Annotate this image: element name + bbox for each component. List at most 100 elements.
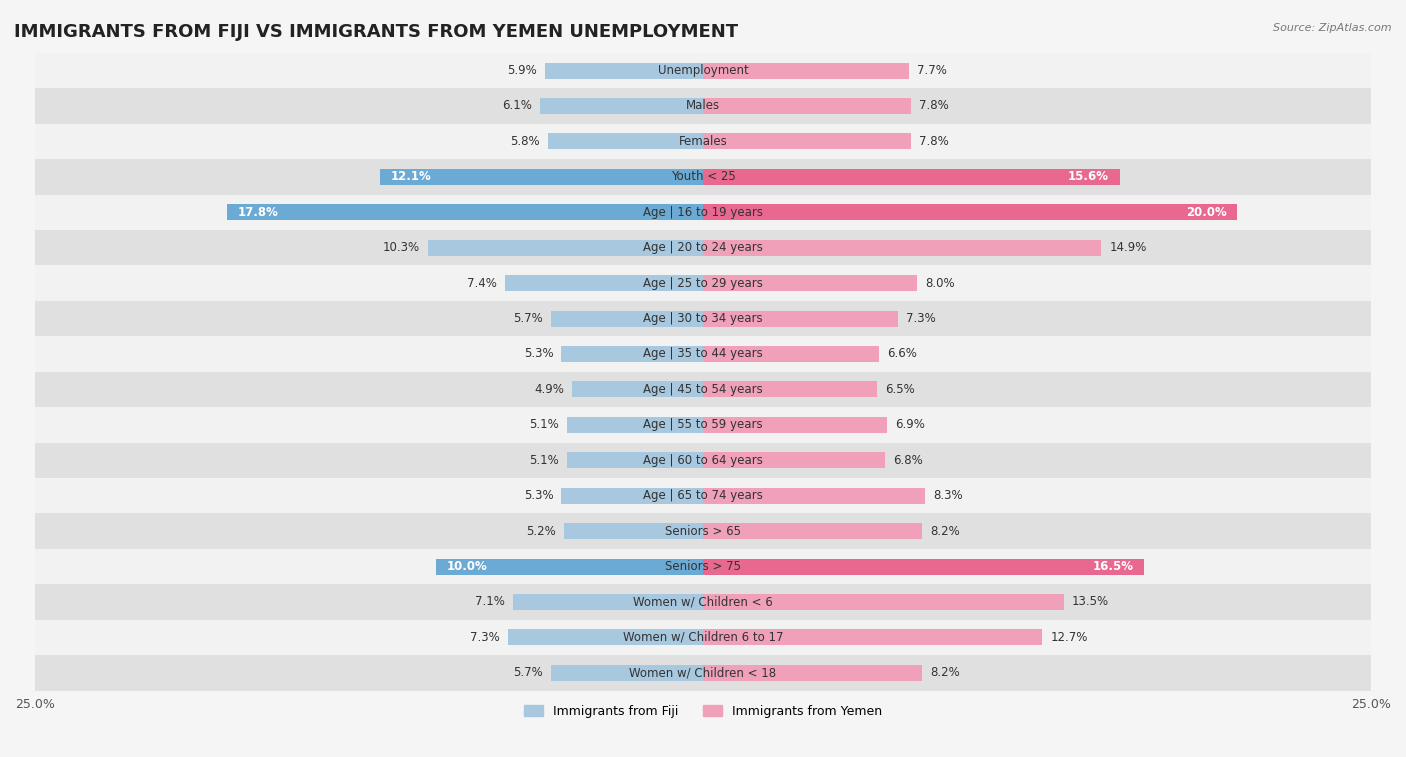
Text: 5.1%: 5.1% <box>529 453 558 467</box>
Text: Unemployment: Unemployment <box>658 64 748 77</box>
Bar <box>703 98 911 114</box>
Bar <box>567 453 703 469</box>
Bar <box>703 559 1144 575</box>
Bar <box>703 204 1237 220</box>
Text: 6.8%: 6.8% <box>893 453 922 467</box>
Bar <box>35 89 1371 123</box>
Bar <box>427 240 703 256</box>
Text: Age | 16 to 19 years: Age | 16 to 19 years <box>643 206 763 219</box>
Text: 10.3%: 10.3% <box>382 241 420 254</box>
Text: 5.8%: 5.8% <box>510 135 540 148</box>
Text: 10.0%: 10.0% <box>447 560 488 573</box>
Text: 15.6%: 15.6% <box>1069 170 1109 183</box>
Text: Age | 60 to 64 years: Age | 60 to 64 years <box>643 453 763 467</box>
Text: 5.3%: 5.3% <box>523 489 554 502</box>
Text: 5.7%: 5.7% <box>513 312 543 325</box>
Text: 12.1%: 12.1% <box>391 170 432 183</box>
Text: IMMIGRANTS FROM FIJI VS IMMIGRANTS FROM YEMEN UNEMPLOYMENT: IMMIGRANTS FROM FIJI VS IMMIGRANTS FROM … <box>14 23 738 41</box>
Bar <box>436 559 703 575</box>
Text: 8.2%: 8.2% <box>931 666 960 679</box>
Bar <box>35 620 1371 655</box>
Text: Age | 45 to 54 years: Age | 45 to 54 years <box>643 383 763 396</box>
Text: Women w/ Children < 6: Women w/ Children < 6 <box>633 596 773 609</box>
Text: 5.2%: 5.2% <box>526 525 555 537</box>
Bar <box>35 53 1371 89</box>
Bar <box>35 584 1371 620</box>
Text: 5.9%: 5.9% <box>508 64 537 77</box>
Text: Seniors > 65: Seniors > 65 <box>665 525 741 537</box>
Bar <box>35 159 1371 195</box>
Bar <box>35 336 1371 372</box>
Bar <box>703 275 917 291</box>
Text: 12.7%: 12.7% <box>1050 631 1088 644</box>
Legend: Immigrants from Fiji, Immigrants from Yemen: Immigrants from Fiji, Immigrants from Ye… <box>519 699 887 723</box>
Text: Source: ZipAtlas.com: Source: ZipAtlas.com <box>1274 23 1392 33</box>
Bar <box>548 133 703 149</box>
Bar <box>546 63 703 79</box>
Bar <box>703 417 887 433</box>
Bar <box>35 549 1371 584</box>
Bar <box>564 523 703 539</box>
Bar <box>228 204 703 220</box>
Bar <box>703 488 925 503</box>
Bar <box>35 195 1371 230</box>
Text: Women w/ Children < 18: Women w/ Children < 18 <box>630 666 776 679</box>
Bar <box>703 346 879 362</box>
Text: 7.8%: 7.8% <box>920 99 949 113</box>
Bar <box>35 266 1371 301</box>
Bar <box>35 301 1371 336</box>
Bar <box>35 478 1371 513</box>
Text: 20.0%: 20.0% <box>1187 206 1227 219</box>
Text: 17.8%: 17.8% <box>238 206 278 219</box>
Text: 7.8%: 7.8% <box>920 135 949 148</box>
Text: 6.5%: 6.5% <box>884 383 914 396</box>
Text: 13.5%: 13.5% <box>1071 596 1109 609</box>
Bar <box>703 382 877 397</box>
Text: 7.3%: 7.3% <box>905 312 936 325</box>
Text: 14.9%: 14.9% <box>1109 241 1146 254</box>
Text: 8.3%: 8.3% <box>932 489 963 502</box>
Bar <box>561 346 703 362</box>
Bar <box>703 453 884 469</box>
Text: Females: Females <box>679 135 727 148</box>
Bar <box>561 488 703 503</box>
Bar <box>35 513 1371 549</box>
Text: 5.7%: 5.7% <box>513 666 543 679</box>
Bar <box>35 655 1371 690</box>
Bar <box>703 594 1064 610</box>
Bar <box>703 169 1119 185</box>
Bar <box>703 310 898 326</box>
Bar <box>703 630 1042 646</box>
Text: 5.3%: 5.3% <box>523 347 554 360</box>
Bar <box>572 382 703 397</box>
Bar <box>703 523 922 539</box>
Text: 6.1%: 6.1% <box>502 99 531 113</box>
Text: 4.9%: 4.9% <box>534 383 564 396</box>
Bar <box>551 665 703 681</box>
Text: Women w/ Children 6 to 17: Women w/ Children 6 to 17 <box>623 631 783 644</box>
Bar <box>380 169 703 185</box>
Bar <box>35 407 1371 443</box>
Text: 7.4%: 7.4% <box>467 276 498 290</box>
Text: 6.6%: 6.6% <box>887 347 917 360</box>
Bar <box>505 275 703 291</box>
Text: 8.0%: 8.0% <box>925 276 955 290</box>
Text: 7.7%: 7.7% <box>917 64 946 77</box>
Bar <box>703 133 911 149</box>
Bar <box>513 594 703 610</box>
Bar <box>35 123 1371 159</box>
Text: Age | 25 to 29 years: Age | 25 to 29 years <box>643 276 763 290</box>
Text: Seniors > 75: Seniors > 75 <box>665 560 741 573</box>
Text: 7.3%: 7.3% <box>470 631 501 644</box>
Text: 16.5%: 16.5% <box>1092 560 1133 573</box>
Text: 5.1%: 5.1% <box>529 419 558 431</box>
Text: Age | 65 to 74 years: Age | 65 to 74 years <box>643 489 763 502</box>
Text: Age | 35 to 44 years: Age | 35 to 44 years <box>643 347 763 360</box>
Bar <box>508 630 703 646</box>
Text: Youth < 25: Youth < 25 <box>671 170 735 183</box>
Bar <box>551 310 703 326</box>
Bar <box>703 63 908 79</box>
Bar <box>703 240 1101 256</box>
Text: Age | 20 to 24 years: Age | 20 to 24 years <box>643 241 763 254</box>
Bar <box>35 372 1371 407</box>
